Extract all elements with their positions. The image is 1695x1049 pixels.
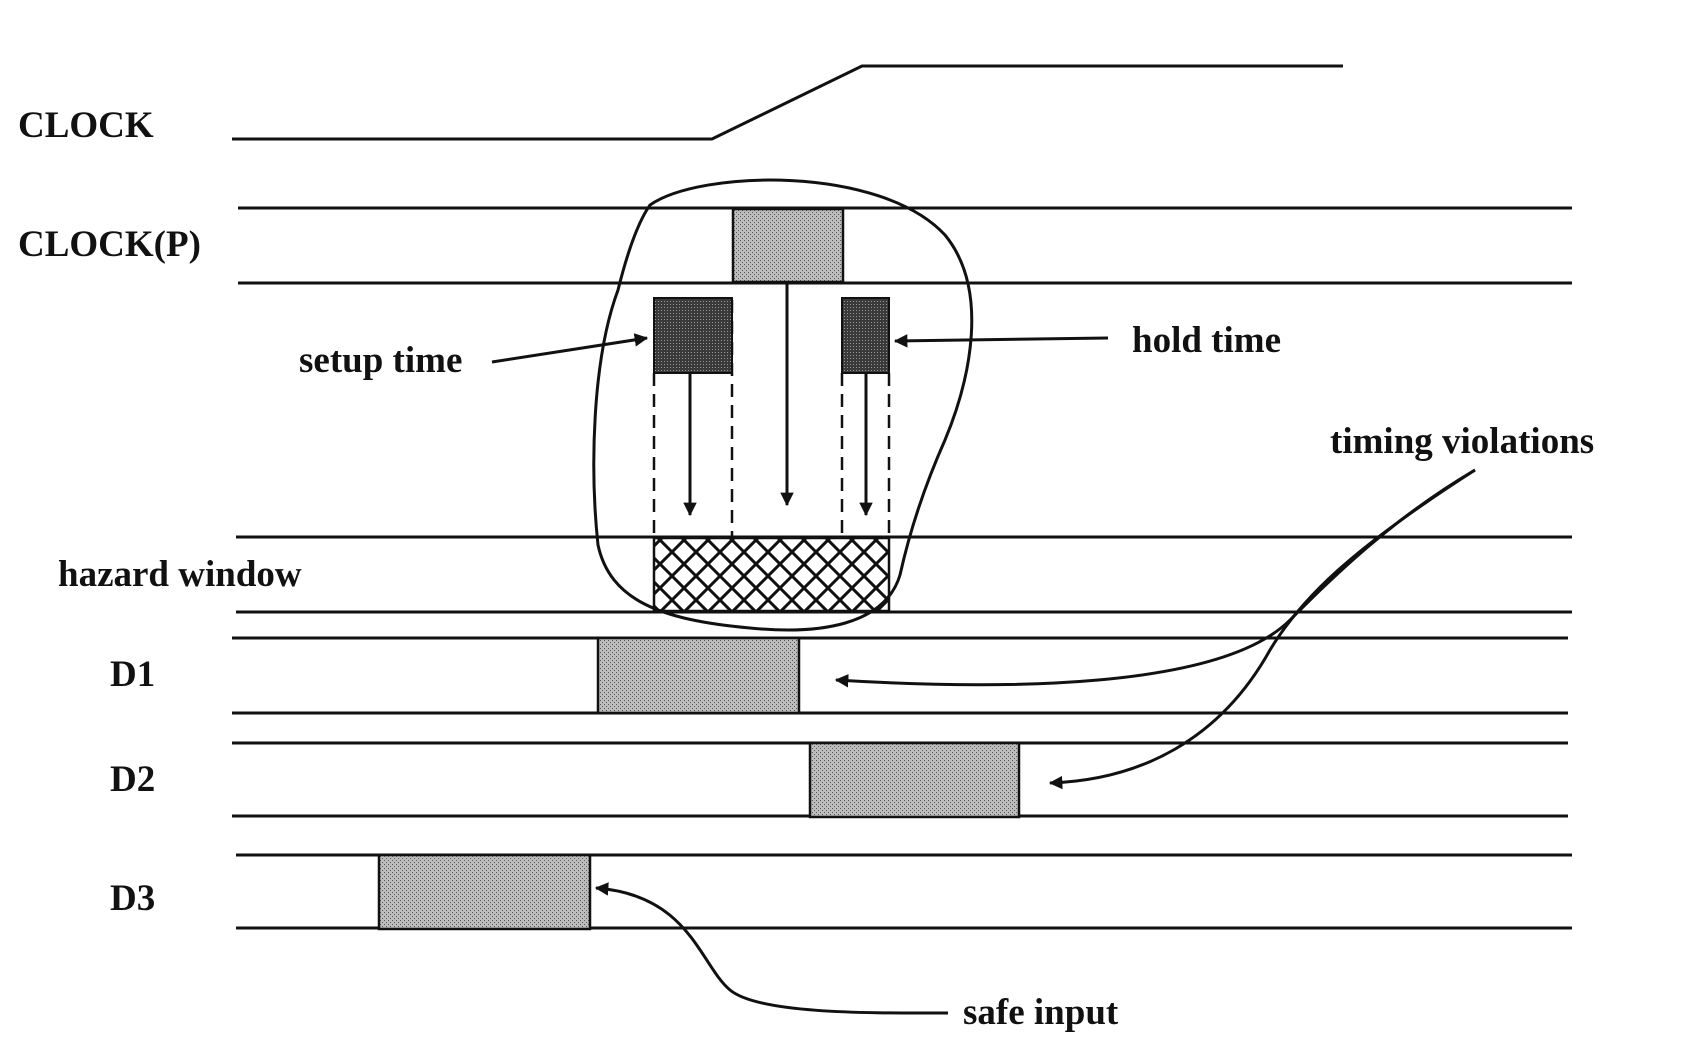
clock-label: CLOCK <box>18 105 154 146</box>
d2-data-block <box>808 741 1021 819</box>
d1-data-block <box>596 636 801 715</box>
d3-label: D3 <box>110 878 155 919</box>
clock-waveform <box>232 64 1343 141</box>
d3-data-block <box>377 853 592 931</box>
hazard-window-block <box>652 536 891 613</box>
hold-time-label: hold time <box>1132 320 1281 361</box>
hazard-window-label: hazard window <box>58 554 302 595</box>
hold-time-pointer <box>893 334 1109 348</box>
hazard-enclosure <box>592 178 974 632</box>
setup-time-box <box>653 297 733 374</box>
d2-label: D2 <box>110 759 155 800</box>
clock-pulse-block <box>731 207 845 284</box>
timing-violations-label: timing violations <box>1330 421 1594 462</box>
clock-p-label: CLOCK(P) <box>18 224 201 265</box>
safe-input-pointer <box>594 882 949 1015</box>
setup-time-pointer <box>491 333 649 364</box>
hold-time-box <box>841 297 890 374</box>
safe-input-label: safe input <box>963 992 1119 1033</box>
violation-pointer-d1 <box>834 468 1476 688</box>
d1-label: D1 <box>110 654 155 695</box>
violation-pointer-d2 <box>1048 468 1476 790</box>
setup-time-label: setup time <box>299 340 462 381</box>
